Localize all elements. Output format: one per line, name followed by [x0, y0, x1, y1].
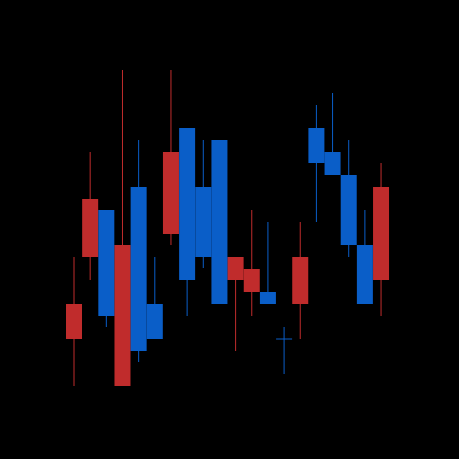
candle-body: [211, 140, 228, 304]
candle-body: [195, 187, 212, 257]
candle-body: [340, 175, 357, 245]
candle-body: [259, 292, 276, 304]
candle-body: [98, 210, 115, 316]
candle-body: [227, 257, 244, 280]
candle-body: [356, 245, 373, 304]
candle-body: [82, 199, 99, 257]
candle-body: [324, 152, 341, 175]
candle-body: [292, 257, 309, 304]
candle-body: [130, 187, 147, 351]
candle-body: [373, 187, 390, 280]
candle-body: [114, 245, 131, 386]
candle-body: [243, 269, 260, 292]
candle-body: [66, 304, 82, 339]
candle-body: [146, 304, 163, 339]
candle-body: [308, 128, 325, 163]
candle-body: [179, 128, 196, 280]
candle-body: [162, 152, 179, 234]
